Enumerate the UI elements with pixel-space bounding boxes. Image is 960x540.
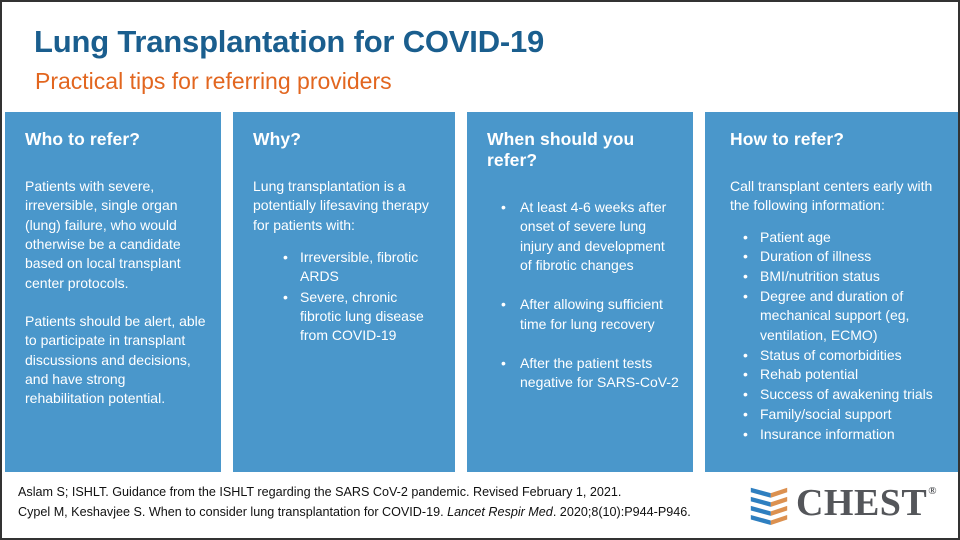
bullet-item: Patient age (743, 228, 941, 248)
panel-why: Why? Lung transplantation is a potential… (233, 112, 455, 472)
bullet-item: Irreversible, fibrotic ARDS (283, 248, 441, 287)
bullet-item: BMI/nutrition status (743, 267, 941, 287)
page-subtitle: Practical tips for referring providers (35, 68, 392, 94)
bullet-item: Duration of illness (743, 247, 941, 267)
bullet-list: At least 4-6 weeks after onset of severe… (487, 198, 679, 393)
citation-line-1: Aslam S; ISHLT. Guidance from the ISHLT … (18, 485, 622, 499)
bullet-item: Severe, chronic fibrotic lung disease fr… (283, 288, 441, 346)
panel-heading: Why? (253, 129, 302, 149)
page-title: Lung Transplantation for COVID-19 (34, 24, 545, 59)
bullet-item: Insurance information (743, 425, 941, 445)
panel-paragraph: Lung transplantation is a potentially li… (253, 178, 429, 233)
bullet-item: Success of awakening trials (743, 385, 941, 405)
citation-line-2: Cypel M, Keshavjee S. When to consider l… (18, 505, 691, 520)
registered-mark: ® (928, 485, 937, 497)
panel-paragraph: Patients with severe, irreversible, sing… (25, 178, 181, 291)
panel-heading: When should you refer? (487, 129, 635, 170)
bullet-item: After allowing sufficient time for lung … (501, 295, 679, 334)
content-columns: Who to refer? Patients with severe, irre… (5, 112, 958, 472)
bullet-item: Status of comorbidities (743, 346, 941, 366)
bullet-item: At least 4-6 weeks after onset of severe… (501, 198, 679, 275)
bullet-item: After the patient tests negative for SAR… (501, 354, 679, 393)
chest-ribbons-icon (750, 487, 788, 525)
slide-footer: Aslam S; ISHLT. Guidance from the ISHLT … (2, 472, 958, 538)
citation-text: Aslam S; ISHLT. Guidance from the ISHLT … (18, 482, 691, 522)
bullet-item: Rehab potential (743, 365, 941, 385)
panel-when-to-refer: When should you refer? At least 4-6 week… (467, 112, 693, 472)
panel-paragraph: Patients should be alert, able to partic… (25, 312, 206, 407)
bullet-list: Irreversible, fibrotic ARDS Severe, chro… (253, 248, 441, 346)
bullet-item: Family/social support (743, 405, 941, 425)
slide-header: Lung Transplantation for COVID-19 Practi… (2, 2, 958, 112)
panel-how-to-refer: How to refer? Call transplant centers ea… (705, 112, 958, 472)
bullet-item: Degree and duration of mechanical suppor… (743, 287, 941, 345)
panel-who-to-refer: Who to refer? Patients with severe, irre… (5, 112, 221, 472)
chest-wordmark: CHEST® (795, 482, 937, 524)
chest-logo: CHEST® (749, 480, 937, 530)
bullet-list: Patient age Duration of illness BMI/nutr… (730, 228, 941, 445)
panel-paragraph: Call transplant centers early with the f… (730, 178, 933, 214)
panel-heading: How to refer? (730, 129, 845, 149)
panel-heading: Who to refer? (25, 129, 141, 149)
